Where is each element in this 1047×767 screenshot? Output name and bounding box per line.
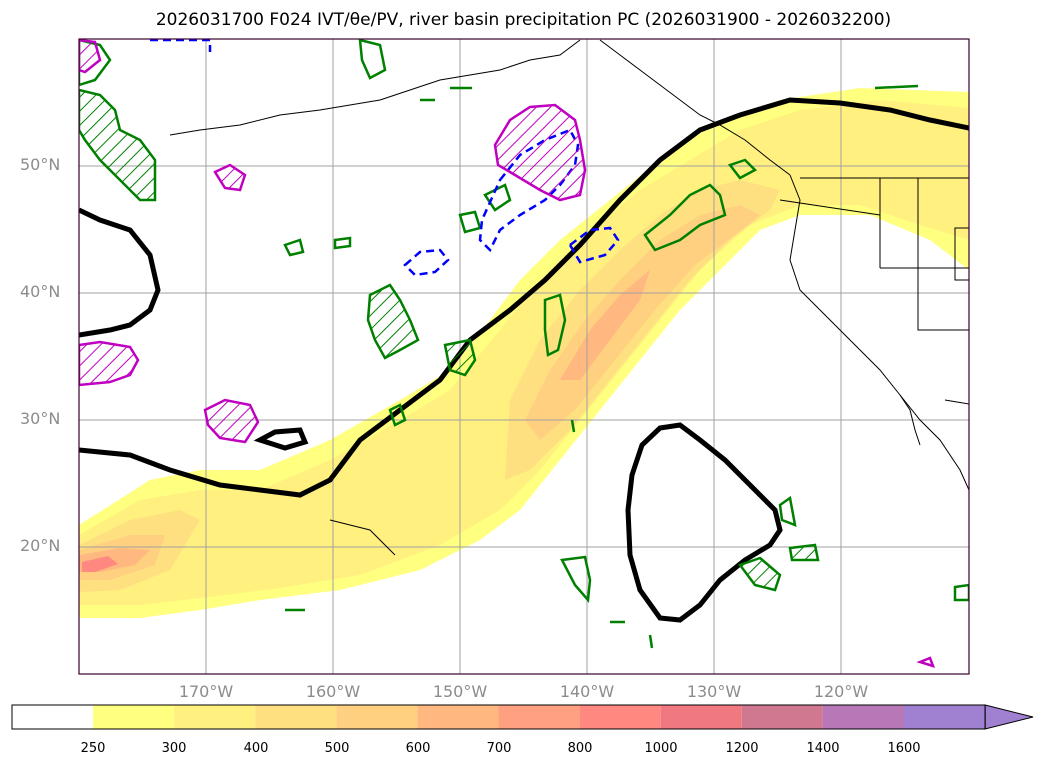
- lon-label-170w: 170°W: [178, 682, 234, 701]
- colorbar-label: 500: [324, 741, 350, 756]
- colorbar-segment: [174, 705, 256, 729]
- colorbar-label: 800: [567, 741, 593, 756]
- ivt-band-400: [79, 180, 780, 592]
- lon-label-150w: 150°W: [432, 682, 488, 701]
- colorbar-label: 1400: [806, 741, 840, 756]
- colorbar-segment: [904, 705, 986, 729]
- lat-label-20n: 20°N: [20, 536, 61, 555]
- colorbar-label: 1600: [887, 741, 921, 756]
- colorbar-label: 600: [405, 741, 431, 756]
- colorbar-label: 300: [161, 741, 187, 756]
- colorbar-label: 400: [243, 741, 269, 756]
- lon-label-130w: 130°W: [686, 682, 742, 701]
- lat-label-50n: 50°N: [20, 155, 61, 174]
- ivt-band-500: [79, 205, 760, 580]
- colorbar-segment: [255, 705, 337, 729]
- colorbar-segment: [336, 705, 418, 729]
- ivt-shading: [79, 88, 969, 618]
- colorbar-label: 250: [80, 741, 106, 756]
- colorbar-frame: [11, 704, 986, 730]
- colorbar: [11, 704, 1034, 730]
- plot-frame: [78, 38, 970, 675]
- colorbar-segment: [417, 705, 499, 729]
- colorbar-segment: [579, 705, 661, 729]
- colorbar-segment: [498, 705, 580, 729]
- figure-title: 2026031700 F024 IVT/θe/PV, river basin p…: [155, 10, 892, 30]
- lon-label-160w: 160°W: [305, 682, 361, 701]
- colorbar-segment: [822, 705, 904, 729]
- colorbar-segment: [741, 705, 823, 729]
- theta-e-contours: [79, 97, 969, 623]
- colorbar-label: 1200: [725, 741, 759, 756]
- colorbar-extension: [984, 704, 1034, 730]
- colorbar-segment: [660, 705, 742, 729]
- colorbar-label: 1000: [644, 741, 678, 756]
- colorbar-label: 700: [486, 741, 512, 756]
- colorbar-segment: [12, 705, 93, 729]
- lon-label-120w: 120°W: [813, 682, 869, 701]
- colorbar-segment: [93, 705, 175, 729]
- pv-magenta-contours: [79, 39, 936, 668]
- lat-label-40n: 40°N: [20, 282, 61, 301]
- lon-label-140w: 140°W: [559, 682, 615, 701]
- lat-label-30n: 30°N: [20, 409, 61, 428]
- coastlines: [169, 39, 969, 556]
- pv-positive-contours: [79, 39, 969, 649]
- ivt-band-1000: [82, 556, 118, 572]
